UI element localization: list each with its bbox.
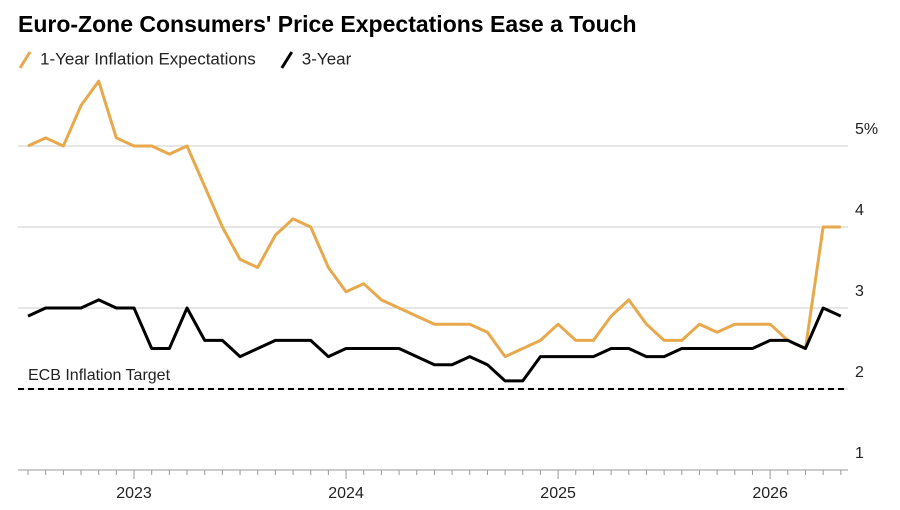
target-label: ECB Inflation Target (28, 367, 171, 384)
legend: 1-Year Inflation Expectations 3-Year (18, 49, 352, 69)
legend-label: 3-Year (302, 49, 352, 68)
legend-swatch (18, 51, 32, 69)
x-tick-label: 2023 (116, 485, 152, 502)
legend-swatch (280, 51, 294, 69)
y-tick-label: 5% (855, 121, 878, 138)
x-tick-label: 2024 (328, 485, 364, 502)
series-line (27, 298, 842, 383)
x-tick-label: 2026 (752, 485, 788, 502)
y-tick-label: 4 (855, 202, 864, 219)
y-tick-label: 2 (855, 364, 864, 381)
x-tick-label: 2025 (540, 485, 576, 502)
legend-label: 1-Year Inflation Expectations (40, 49, 256, 68)
series-line (27, 79, 841, 359)
chart-title: Euro-Zone Consumers' Price Expectations … (18, 11, 637, 37)
y-tick-label: 1 (855, 445, 864, 462)
y-tick-label: 3 (855, 283, 864, 300)
